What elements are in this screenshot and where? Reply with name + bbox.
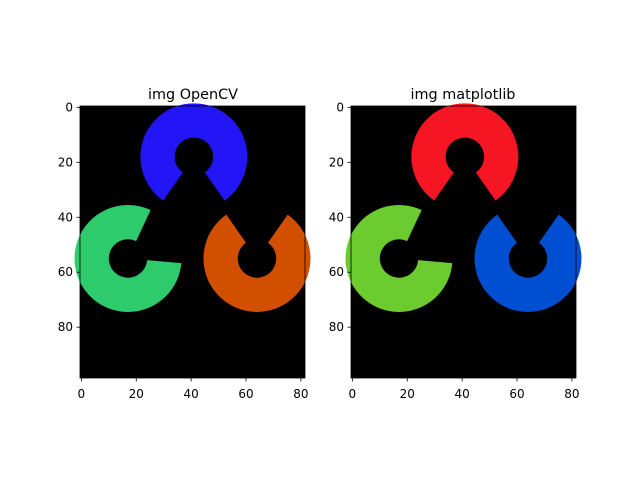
subplot-title: img matplotlib bbox=[411, 87, 516, 103]
ring-top bbox=[140, 103, 248, 201]
x-tick-label: 0 bbox=[349, 387, 357, 401]
y-tick-label: 0 bbox=[336, 100, 344, 114]
y-tick-label: 80 bbox=[58, 320, 73, 334]
ring-bottom-right bbox=[203, 214, 311, 312]
subplot-matplotlib: img matplotlib 0 20 40 60 80 0 20 40 60 80 bbox=[329, 87, 582, 401]
y-tick-label: 40 bbox=[329, 210, 344, 224]
logo-rings bbox=[345, 103, 582, 312]
subplot-opencv: img OpenCV 0 20 40 60 80 0 20 40 60 80 bbox=[58, 87, 311, 401]
x-axis-ticks: 0 20 40 60 80 bbox=[78, 378, 309, 401]
x-tick-label: 40 bbox=[183, 387, 198, 401]
logo-rings bbox=[74, 103, 311, 312]
x-tick-label: 0 bbox=[78, 387, 86, 401]
x-axis-ticks: 0 20 40 60 80 bbox=[349, 378, 580, 401]
x-tick-label: 60 bbox=[238, 387, 253, 401]
y-axis-ticks: 0 20 40 60 80 bbox=[329, 100, 351, 334]
ring-top bbox=[411, 103, 519, 201]
axes-frame bbox=[79, 105, 306, 379]
axes-frame bbox=[350, 105, 577, 379]
x-tick-label: 60 bbox=[509, 387, 524, 401]
y-axis-ticks: 0 20 40 60 80 bbox=[58, 100, 80, 334]
ring-bottom-right bbox=[474, 214, 582, 312]
y-tick-label: 20 bbox=[329, 155, 344, 169]
ring-bottom-left bbox=[74, 204, 182, 312]
ring-bottom-left bbox=[345, 204, 453, 312]
x-tick-label: 40 bbox=[454, 387, 469, 401]
x-tick-label: 20 bbox=[129, 387, 144, 401]
x-tick-label: 20 bbox=[400, 387, 415, 401]
x-tick-label: 80 bbox=[293, 387, 308, 401]
y-tick-label: 60 bbox=[58, 265, 73, 279]
x-tick-label: 80 bbox=[564, 387, 579, 401]
y-tick-label: 20 bbox=[58, 155, 73, 169]
y-tick-label: 80 bbox=[329, 320, 344, 334]
y-tick-label: 0 bbox=[65, 100, 73, 114]
y-tick-label: 40 bbox=[58, 210, 73, 224]
y-tick-label: 60 bbox=[329, 265, 344, 279]
subplot-title: img OpenCV bbox=[148, 87, 238, 103]
